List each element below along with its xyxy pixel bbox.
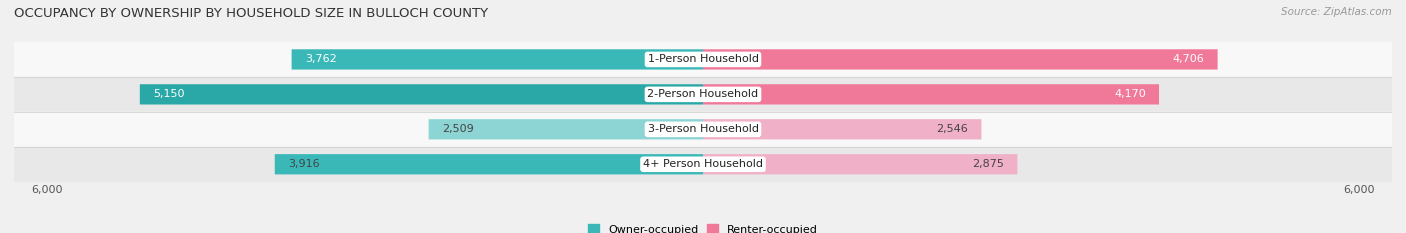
FancyBboxPatch shape	[703, 119, 981, 139]
Text: 3-Person Household: 3-Person Household	[648, 124, 758, 134]
Text: 4+ Person Household: 4+ Person Household	[643, 159, 763, 169]
Text: 2,875: 2,875	[973, 159, 1004, 169]
Text: 1-Person Household: 1-Person Household	[648, 55, 758, 64]
FancyBboxPatch shape	[139, 84, 703, 105]
FancyBboxPatch shape	[291, 49, 703, 69]
Text: OCCUPANCY BY OWNERSHIP BY HOUSEHOLD SIZE IN BULLOCH COUNTY: OCCUPANCY BY OWNERSHIP BY HOUSEHOLD SIZE…	[14, 7, 488, 20]
Legend: Owner-occupied, Renter-occupied: Owner-occupied, Renter-occupied	[583, 220, 823, 233]
Bar	[14, 112, 1392, 147]
Bar	[14, 42, 1392, 77]
Text: 3,916: 3,916	[288, 159, 319, 169]
FancyBboxPatch shape	[703, 49, 1218, 69]
Text: 2-Person Household: 2-Person Household	[647, 89, 759, 99]
FancyBboxPatch shape	[274, 154, 703, 174]
FancyBboxPatch shape	[429, 119, 703, 139]
Bar	[14, 147, 1392, 182]
FancyBboxPatch shape	[703, 154, 1018, 174]
Text: 4,170: 4,170	[1114, 89, 1146, 99]
Text: 4,706: 4,706	[1173, 55, 1205, 64]
Bar	[14, 77, 1392, 112]
FancyBboxPatch shape	[703, 84, 1159, 105]
Text: 2,509: 2,509	[441, 124, 474, 134]
Text: 3,762: 3,762	[305, 55, 336, 64]
Text: 2,546: 2,546	[936, 124, 969, 134]
Text: Source: ZipAtlas.com: Source: ZipAtlas.com	[1281, 7, 1392, 17]
Text: 5,150: 5,150	[153, 89, 184, 99]
